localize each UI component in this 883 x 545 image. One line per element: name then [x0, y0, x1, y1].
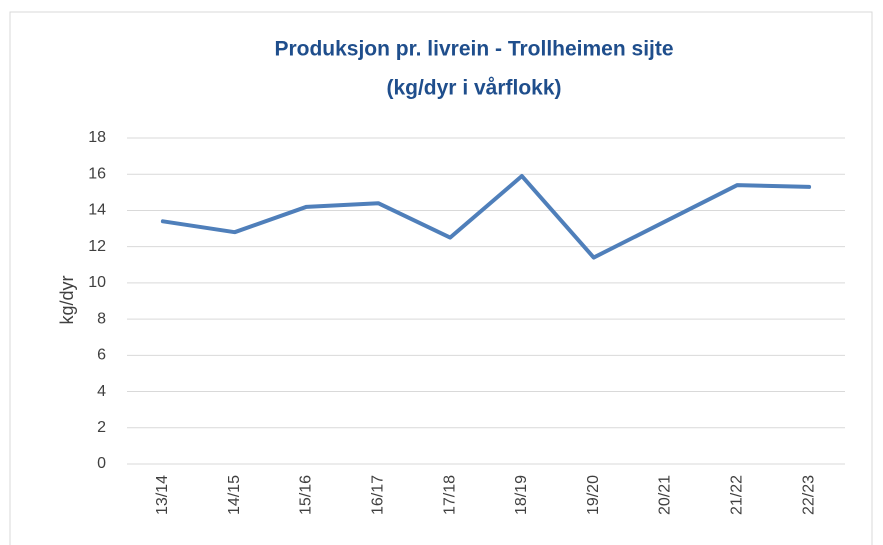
- y-axis-label: kg/dyr: [57, 275, 77, 324]
- data-line: [160, 174, 812, 260]
- y-tick-label: 16: [88, 165, 106, 182]
- y-tick-label: 14: [88, 202, 106, 219]
- x-tick-label: 19/20: [585, 475, 602, 515]
- y-tick-label: 2: [97, 419, 106, 436]
- x-tick-label: 13/14: [154, 475, 171, 515]
- x-tick-label: 18/19: [513, 475, 530, 515]
- chart-title: (kg/dyr i vårflokk): [386, 77, 561, 100]
- y-tick-label: 8: [97, 310, 106, 327]
- y-tick-label: 4: [97, 383, 106, 400]
- chart-title: Produksjon pr. livrein - Trollheimen sij…: [274, 38, 673, 61]
- y-tick-label: 0: [97, 455, 106, 472]
- y-tick-label: 10: [88, 274, 106, 291]
- x-tick-label: 15/16: [298, 475, 315, 515]
- x-tick-label: 16/17: [370, 475, 387, 515]
- x-tick-label: 14/15: [226, 475, 243, 515]
- y-tick-label: 6: [97, 347, 106, 364]
- x-tick-label: 20/21: [657, 475, 674, 515]
- y-tick-label: 12: [88, 238, 106, 255]
- x-tick-label: 21/22: [729, 475, 746, 515]
- x-tick-label: 22/23: [800, 475, 817, 515]
- chart-border: [9, 11, 873, 545]
- x-tick-label: 17/18: [441, 475, 458, 515]
- y-tick-label: 18: [88, 129, 106, 146]
